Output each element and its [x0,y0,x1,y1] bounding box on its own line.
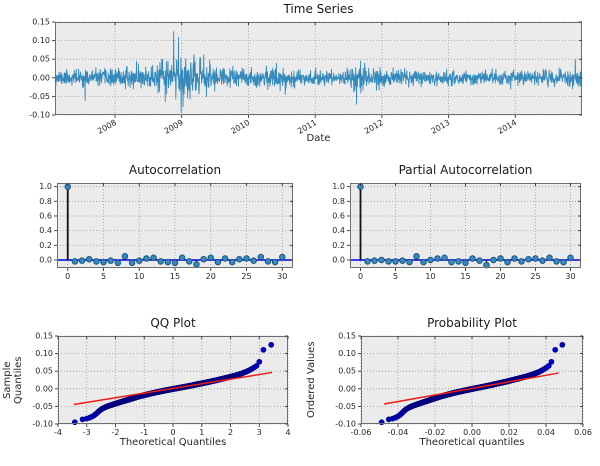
svg-text:-4: -4 [54,428,62,437]
svg-text:0.2: 0.2 [39,241,52,250]
svg-text:30: 30 [277,272,287,281]
svg-text:0.0: 0.0 [39,255,52,264]
svg-text:1.0: 1.0 [39,182,52,191]
svg-text:-0.06: -0.06 [351,428,372,437]
acf-plot: 0 5 10 15 20 25 30 0.0 0.2 0.4 0.6 0.8 1.0 [39,182,293,281]
svg-text:15: 15 [460,272,470,281]
svg-text:3: 3 [257,428,262,437]
svg-text:5: 5 [393,272,398,281]
svg-text:0.10: 0.10 [338,349,356,358]
probability-title: Probability Plot [427,316,517,330]
svg-text:20: 20 [495,272,505,281]
svg-text:15: 15 [170,272,180,281]
qq-ylabel: Sample Quantiles [2,356,24,404]
svg-text:0: 0 [358,272,363,281]
svg-text:25: 25 [530,272,540,281]
svg-text:2: 2 [228,428,233,437]
svg-text:10: 10 [425,272,435,281]
svg-text:0: 0 [170,428,175,437]
svg-text:-2: -2 [112,428,120,437]
svg-text:-0.05: -0.05 [32,402,53,411]
svg-text:0.0: 0.0 [332,255,345,264]
svg-text:0.4: 0.4 [332,226,345,235]
svg-text:0.15: 0.15 [35,332,53,341]
svg-text:0.00: 0.00 [463,428,481,437]
svg-text:0.15: 0.15 [32,18,50,27]
svg-text:-0.10: -0.10 [29,111,50,120]
pacf-plot: 0 5 10 15 20 25 30 0.0 0.2 0.4 0.6 0.8 1.0 [332,182,581,281]
svg-text:0.05: 0.05 [32,55,50,64]
svg-text:0.6: 0.6 [39,211,52,220]
svg-text:25: 25 [241,272,251,281]
svg-text:0.4: 0.4 [39,226,52,235]
svg-text:0.8: 0.8 [332,197,345,206]
svg-text:-0.05: -0.05 [335,402,356,411]
svg-text:0.02: 0.02 [500,428,518,437]
timeseries-title: Time Series [283,2,354,16]
svg-text:0.00: 0.00 [338,384,356,393]
svg-text:5: 5 [101,272,106,281]
qq-title: QQ Plot [150,316,196,330]
qq-plot: -4 -3 -2 -1 0 1 2 3 4 -0.10 -0.05 0.00 0.05 0.10 0.15 [32,332,290,438]
svg-text:-1: -1 [140,428,148,437]
svg-text:0.15: 0.15 [338,332,356,341]
svg-text:-0.10: -0.10 [335,420,356,429]
svg-text:0.05: 0.05 [338,367,356,376]
svg-text:1.0: 1.0 [332,182,345,191]
acf-title: Autocorrelation [128,163,222,177]
svg-text:-0.02: -0.02 [425,428,446,437]
pacf-title: Partial Autocorrelation [398,163,533,177]
svg-text:0.06: 0.06 [574,428,592,437]
svg-text:20: 20 [206,272,216,281]
svg-text:0: 0 [65,272,70,281]
svg-text:0.8: 0.8 [39,197,52,206]
probability-xlabel: Theoretical quantiles [419,437,525,448]
svg-text:0.10: 0.10 [35,349,53,358]
qq-xlabel: Theoretical Quantiles [119,437,227,448]
timeseries-plot: 2008 2009 2010 2011 2012 2013 2014-0.10-0.050.… [29,18,583,136]
svg-text:0.2: 0.2 [332,241,345,250]
svg-text:0.6: 0.6 [332,211,345,220]
svg-text:-0.10: -0.10 [32,420,53,429]
probability-plot: -0.06 -0.04 -0.02 0.00 0.02 0.04 0.06 -0.10 -0.0… [335,332,592,438]
svg-text:-3: -3 [83,428,91,437]
svg-text:-0.04: -0.04 [388,428,409,437]
svg-text:4: 4 [285,428,290,437]
svg-text:0.00: 0.00 [32,73,50,82]
svg-text:0.10: 0.10 [32,36,50,45]
timeseries-xlabel: Date [306,133,331,144]
probability-ylabel: Ordered Values [306,341,317,419]
svg-text:1: 1 [199,428,204,437]
svg-text:0.00: 0.00 [35,384,53,393]
svg-text:0.04: 0.04 [537,428,555,437]
svg-text:-0.05: -0.05 [29,92,50,101]
svg-text:10: 10 [134,272,144,281]
svg-text:0.05: 0.05 [35,367,53,376]
svg-text:30: 30 [565,272,575,281]
